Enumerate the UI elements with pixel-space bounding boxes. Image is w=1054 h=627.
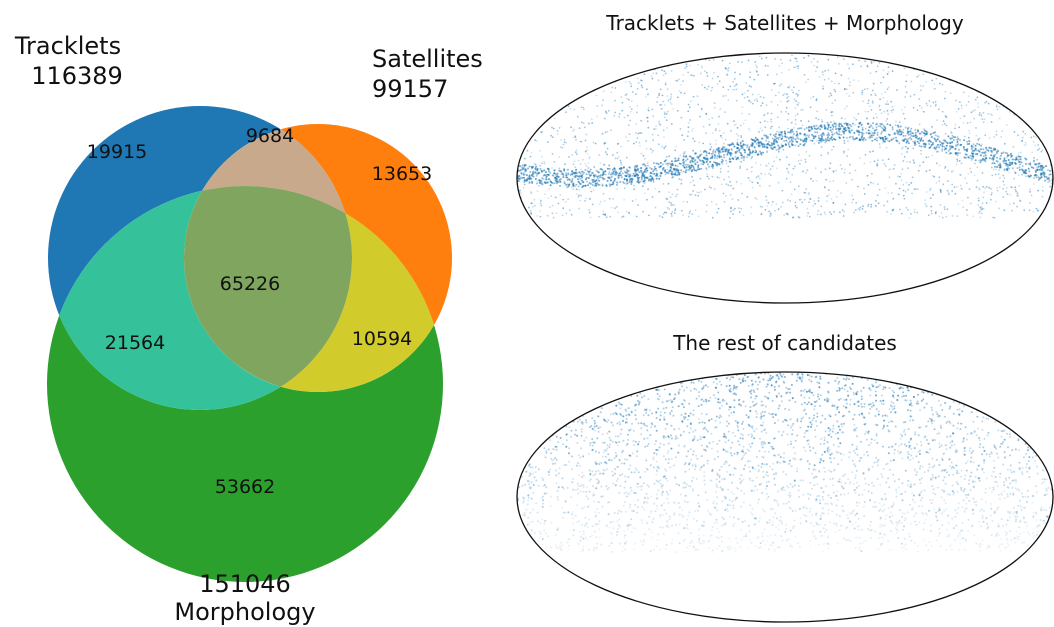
count-satellites-morphology: 10594: [352, 328, 412, 350]
sky-map-2-background: [517, 372, 1053, 622]
count-tracklets-morphology: 21564: [105, 332, 165, 354]
sky-map-2: The rest of candidates: [516, 331, 1054, 623]
sky-map-1-points: [517, 53, 1053, 219]
set-label-tracklets: Tracklets: [14, 32, 121, 60]
sky-map-1-outline: [516, 52, 1054, 304]
sky-map-1-background: [517, 53, 1053, 303]
set-label-morphology: Morphology: [174, 598, 315, 626]
count-tracklets-satellites: 9684: [246, 125, 294, 147]
venn-diagram: Tracklets 116389 Satellites 99157 151046…: [14, 32, 483, 626]
count-satellites-only: 13653: [372, 163, 432, 185]
set-total-tracklets: 116389: [31, 62, 123, 90]
sky-map-2-outline: [516, 371, 1054, 623]
sky-map-1: Tracklets + Satellites + Morphology: [516, 11, 1054, 304]
sky-map-2-points: [517, 372, 1053, 553]
count-morphology-only: 53662: [215, 476, 275, 498]
count-tracklets-only: 19915: [87, 141, 147, 163]
sky-map-1-title: Tracklets + Satellites + Morphology: [605, 11, 964, 35]
set-label-satellites: Satellites: [372, 45, 483, 73]
set-total-satellites: 99157: [372, 75, 448, 103]
set-total-morphology: 151046: [199, 570, 291, 598]
sky-map-2-title: The rest of candidates: [672, 331, 897, 355]
count-all-three: 65226: [220, 273, 280, 295]
